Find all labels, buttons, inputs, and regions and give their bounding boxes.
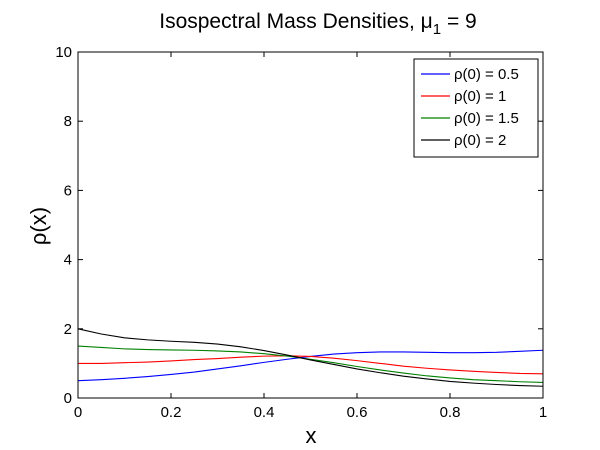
y-tick-label: 10 (55, 44, 72, 61)
legend-label-3: ρ(0) = 1.5 (454, 110, 519, 127)
chart-title-symbol: μ (421, 10, 433, 33)
legend-box (413, 58, 539, 158)
x-tick-label: 1 (539, 404, 547, 421)
axes-frame (77, 51, 544, 399)
x-tick-label: 0.8 (440, 404, 461, 421)
x-tick-label: 0 (74, 404, 82, 421)
x-tick-label: 0.4 (254, 404, 275, 421)
legend-label-4: ρ(0) = 2 (454, 132, 506, 149)
series-line-3 (77, 345, 544, 383)
legend: ρ(0) = 0.5 ρ(0) = 1 ρ(0) = 1.5 ρ(0) = 2 (413, 58, 539, 158)
legend-label-2: ρ(0) = 1 (454, 88, 506, 105)
y-tick-label: 6 (64, 182, 72, 199)
chart-title-main: Isospectral Mass Densities, (159, 10, 420, 33)
chart-title-subscript: 1 (433, 21, 441, 38)
legend-label-1: ρ(0) = 0.5 (454, 66, 519, 83)
y-axis-label: ρ(x) (26, 207, 51, 245)
x-tick-label: 0.6 (347, 404, 368, 421)
y-tick-label: 2 (64, 321, 72, 338)
series-layer (77, 328, 544, 387)
x-tick-label: 0.2 (161, 404, 182, 421)
x-axis-label: x (306, 423, 317, 448)
series-line-4 (77, 328, 544, 387)
chart-title: Isospectral Mass Densities, μ1 = 9 (159, 10, 477, 38)
y-tick-label: 0 (64, 390, 72, 407)
series-line-2 (78, 355, 544, 375)
chart-title-tail: = 9 (441, 10, 477, 33)
y-tick-label: 4 (64, 252, 72, 269)
y-tick-label: 8 (64, 113, 72, 130)
axes-box (77, 51, 544, 399)
